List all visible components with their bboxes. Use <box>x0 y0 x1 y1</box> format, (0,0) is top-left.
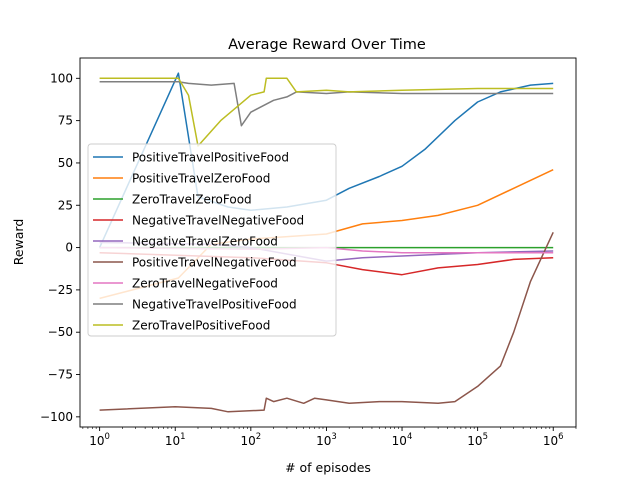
legend-label-4: NegativeTravelZeroFood <box>132 235 278 249</box>
y-tick-label: −25 <box>48 283 73 297</box>
x-axis-label: # of episodes <box>285 460 371 475</box>
legend-label-1: PositiveTravelZeroFood <box>132 172 270 186</box>
series-line-7 <box>99 80 554 127</box>
y-tick-label: 25 <box>58 198 73 212</box>
legend-label-0: PositiveTravelPositiveFood <box>132 151 289 165</box>
legend-label-8: ZeroTravelPositiveFood <box>132 319 270 333</box>
y-tick-label: −100 <box>40 410 73 424</box>
legend: PositiveTravelPositiveFood PositiveTravel… <box>87 143 337 337</box>
y-tick-label: −75 <box>48 368 73 382</box>
y-tick-label: 0 <box>65 241 73 255</box>
y-tick-label: −50 <box>48 325 73 339</box>
chart-title: Average Reward Over Time <box>228 37 426 53</box>
legend-label-5: PositiveTravelNegativeFood <box>132 256 297 270</box>
legend-label-6: ZeroTravelNegativeFood <box>132 277 278 291</box>
series-line-5 <box>99 231 554 413</box>
y-tick-label: 50 <box>58 156 73 170</box>
y-axis-label: Reward <box>11 219 26 266</box>
legend-frame <box>87 143 337 337</box>
legend-label-3: NegativeTravelNegativeFood <box>132 214 304 228</box>
legend-label-2: ZeroTravelZeroFood <box>132 193 252 207</box>
y-tick-label: 75 <box>58 114 73 128</box>
y-tick-label: 100 <box>50 71 73 85</box>
plot-frame <box>79 57 577 428</box>
legend-label-7: NegativeTravelPositiveFood <box>132 298 297 312</box>
series-line-8 <box>99 77 554 147</box>
